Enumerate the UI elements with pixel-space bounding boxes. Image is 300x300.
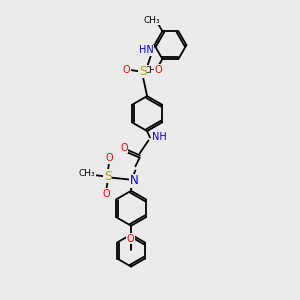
- Text: O: O: [120, 143, 128, 153]
- Text: N: N: [130, 174, 138, 187]
- Text: CH₃: CH₃: [79, 169, 95, 178]
- Text: O: O: [155, 65, 163, 75]
- Text: S: S: [81, 171, 87, 181]
- Text: S: S: [139, 65, 147, 78]
- Text: O: O: [105, 153, 113, 163]
- Text: S: S: [104, 170, 112, 183]
- Text: CH₃: CH₃: [143, 65, 160, 74]
- Text: NH: NH: [152, 132, 167, 142]
- Text: O: O: [123, 65, 130, 75]
- Text: O: O: [127, 234, 134, 244]
- Text: CH₃: CH₃: [143, 16, 160, 25]
- Text: HN: HN: [139, 45, 154, 55]
- Text: O: O: [103, 189, 110, 199]
